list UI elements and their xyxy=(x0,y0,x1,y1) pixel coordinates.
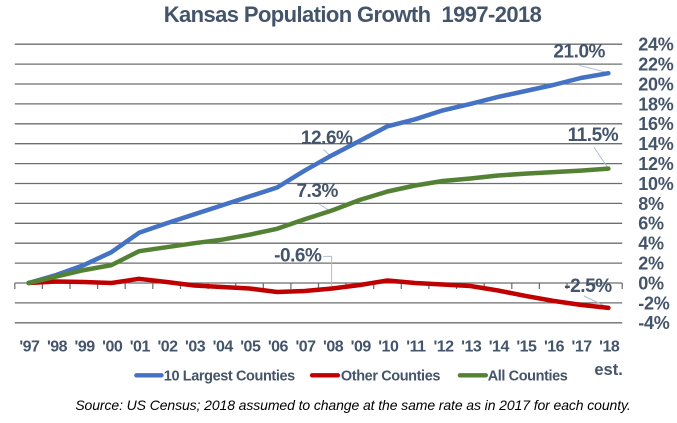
svg-text:'17: '17 xyxy=(572,339,593,356)
svg-text:'00: '00 xyxy=(102,339,123,356)
svg-text:'13: '13 xyxy=(461,339,482,356)
svg-text:22%: 22% xyxy=(638,55,673,75)
svg-text:Kansas Population Growth 1997: Kansas Population Growth 1997-2018 xyxy=(164,2,542,27)
svg-text:21.0%: 21.0% xyxy=(553,41,605,62)
svg-text:'16: '16 xyxy=(544,339,565,356)
svg-text:2%: 2% xyxy=(638,254,664,274)
svg-text:Source: US Census; 2018 assume: Source: US Census; 2018 assumed to chang… xyxy=(75,397,630,413)
svg-text:'03: '03 xyxy=(185,339,206,356)
svg-text:'08: '08 xyxy=(323,339,344,356)
svg-text:'18: '18 xyxy=(599,339,620,356)
svg-text:10 Largest Counties: 10 Largest Counties xyxy=(164,368,295,384)
svg-text:10%: 10% xyxy=(638,174,673,194)
svg-text:'99: '99 xyxy=(75,339,96,356)
svg-text:'15: '15 xyxy=(516,339,537,356)
svg-text:12.6%: 12.6% xyxy=(301,128,353,149)
svg-text:'14: '14 xyxy=(489,339,510,356)
svg-text:11.5%: 11.5% xyxy=(568,125,619,146)
svg-text:14%: 14% xyxy=(638,134,673,154)
svg-text:'97: '97 xyxy=(19,339,40,356)
svg-text:'02: '02 xyxy=(157,339,178,356)
svg-text:16%: 16% xyxy=(638,114,673,134)
svg-text:'05: '05 xyxy=(240,339,261,356)
svg-text:All Counties: All Counties xyxy=(488,368,568,384)
svg-text:-2%: -2% xyxy=(638,293,669,313)
svg-text:'12: '12 xyxy=(433,339,454,356)
svg-text:8%: 8% xyxy=(638,194,664,214)
svg-text:'04: '04 xyxy=(213,339,234,356)
svg-text:-0.6%: -0.6% xyxy=(274,245,322,266)
svg-text:7.3%: 7.3% xyxy=(296,181,338,202)
svg-text:Other Counties: Other Counties xyxy=(341,368,440,384)
svg-text:20%: 20% xyxy=(638,74,673,94)
svg-text:6%: 6% xyxy=(638,214,664,234)
svg-text:-4%: -4% xyxy=(638,313,669,333)
svg-text:0%: 0% xyxy=(638,273,664,293)
svg-text:'06: '06 xyxy=(268,339,289,356)
svg-text:est.: est. xyxy=(594,361,622,379)
svg-text:12%: 12% xyxy=(638,154,673,174)
svg-text:24%: 24% xyxy=(638,35,673,55)
svg-text:18%: 18% xyxy=(638,94,673,114)
svg-text:'98: '98 xyxy=(47,339,68,356)
svg-text:-2.5%: -2.5% xyxy=(564,276,612,297)
svg-text:'01: '01 xyxy=(130,339,151,356)
svg-text:4%: 4% xyxy=(638,234,664,254)
svg-text:'09: '09 xyxy=(351,339,372,356)
svg-text:'10: '10 xyxy=(378,339,399,356)
svg-text:'11: '11 xyxy=(406,339,426,356)
svg-text:'07: '07 xyxy=(295,339,316,356)
